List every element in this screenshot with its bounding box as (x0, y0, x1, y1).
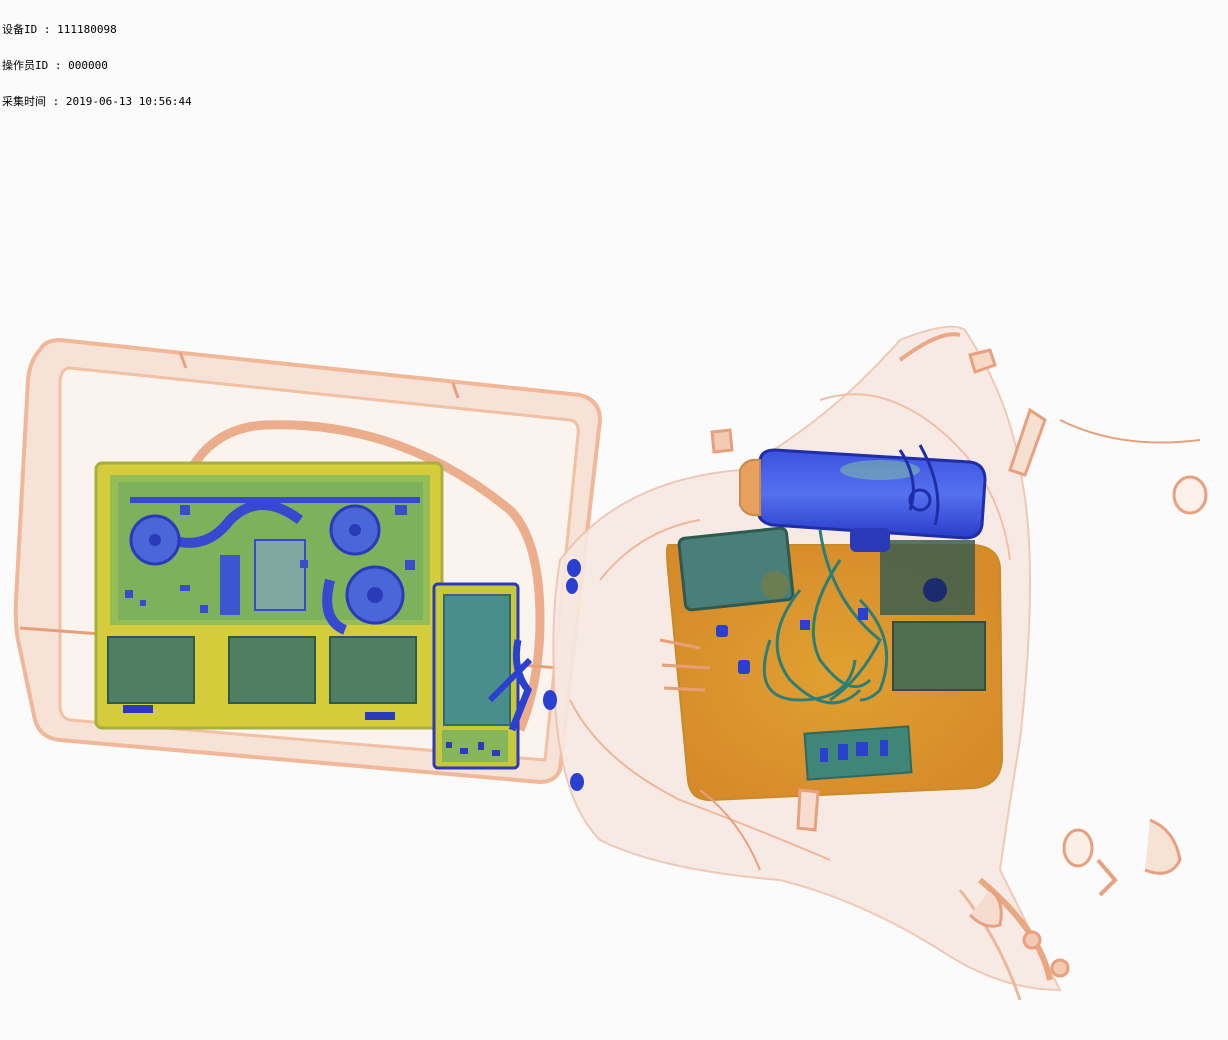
device-id-text: 设备ID : 111180098 (2, 23, 117, 36)
laptop-xray (94, 461, 444, 730)
capture-time-text: 采集时间 : 2019-06-13 10:56:44 (2, 95, 192, 108)
phone-xray (432, 582, 520, 770)
scan-info-overlay: 设备ID : 111180098 操作员ID : 000000 采集时间 : 2… (2, 0, 192, 132)
backpack-xray (543, 325, 1062, 1001)
scattered-items (699, 348, 1208, 978)
operator-id-text: 操作员ID : 000000 (2, 59, 108, 72)
bottle-xray (739, 444, 987, 552)
